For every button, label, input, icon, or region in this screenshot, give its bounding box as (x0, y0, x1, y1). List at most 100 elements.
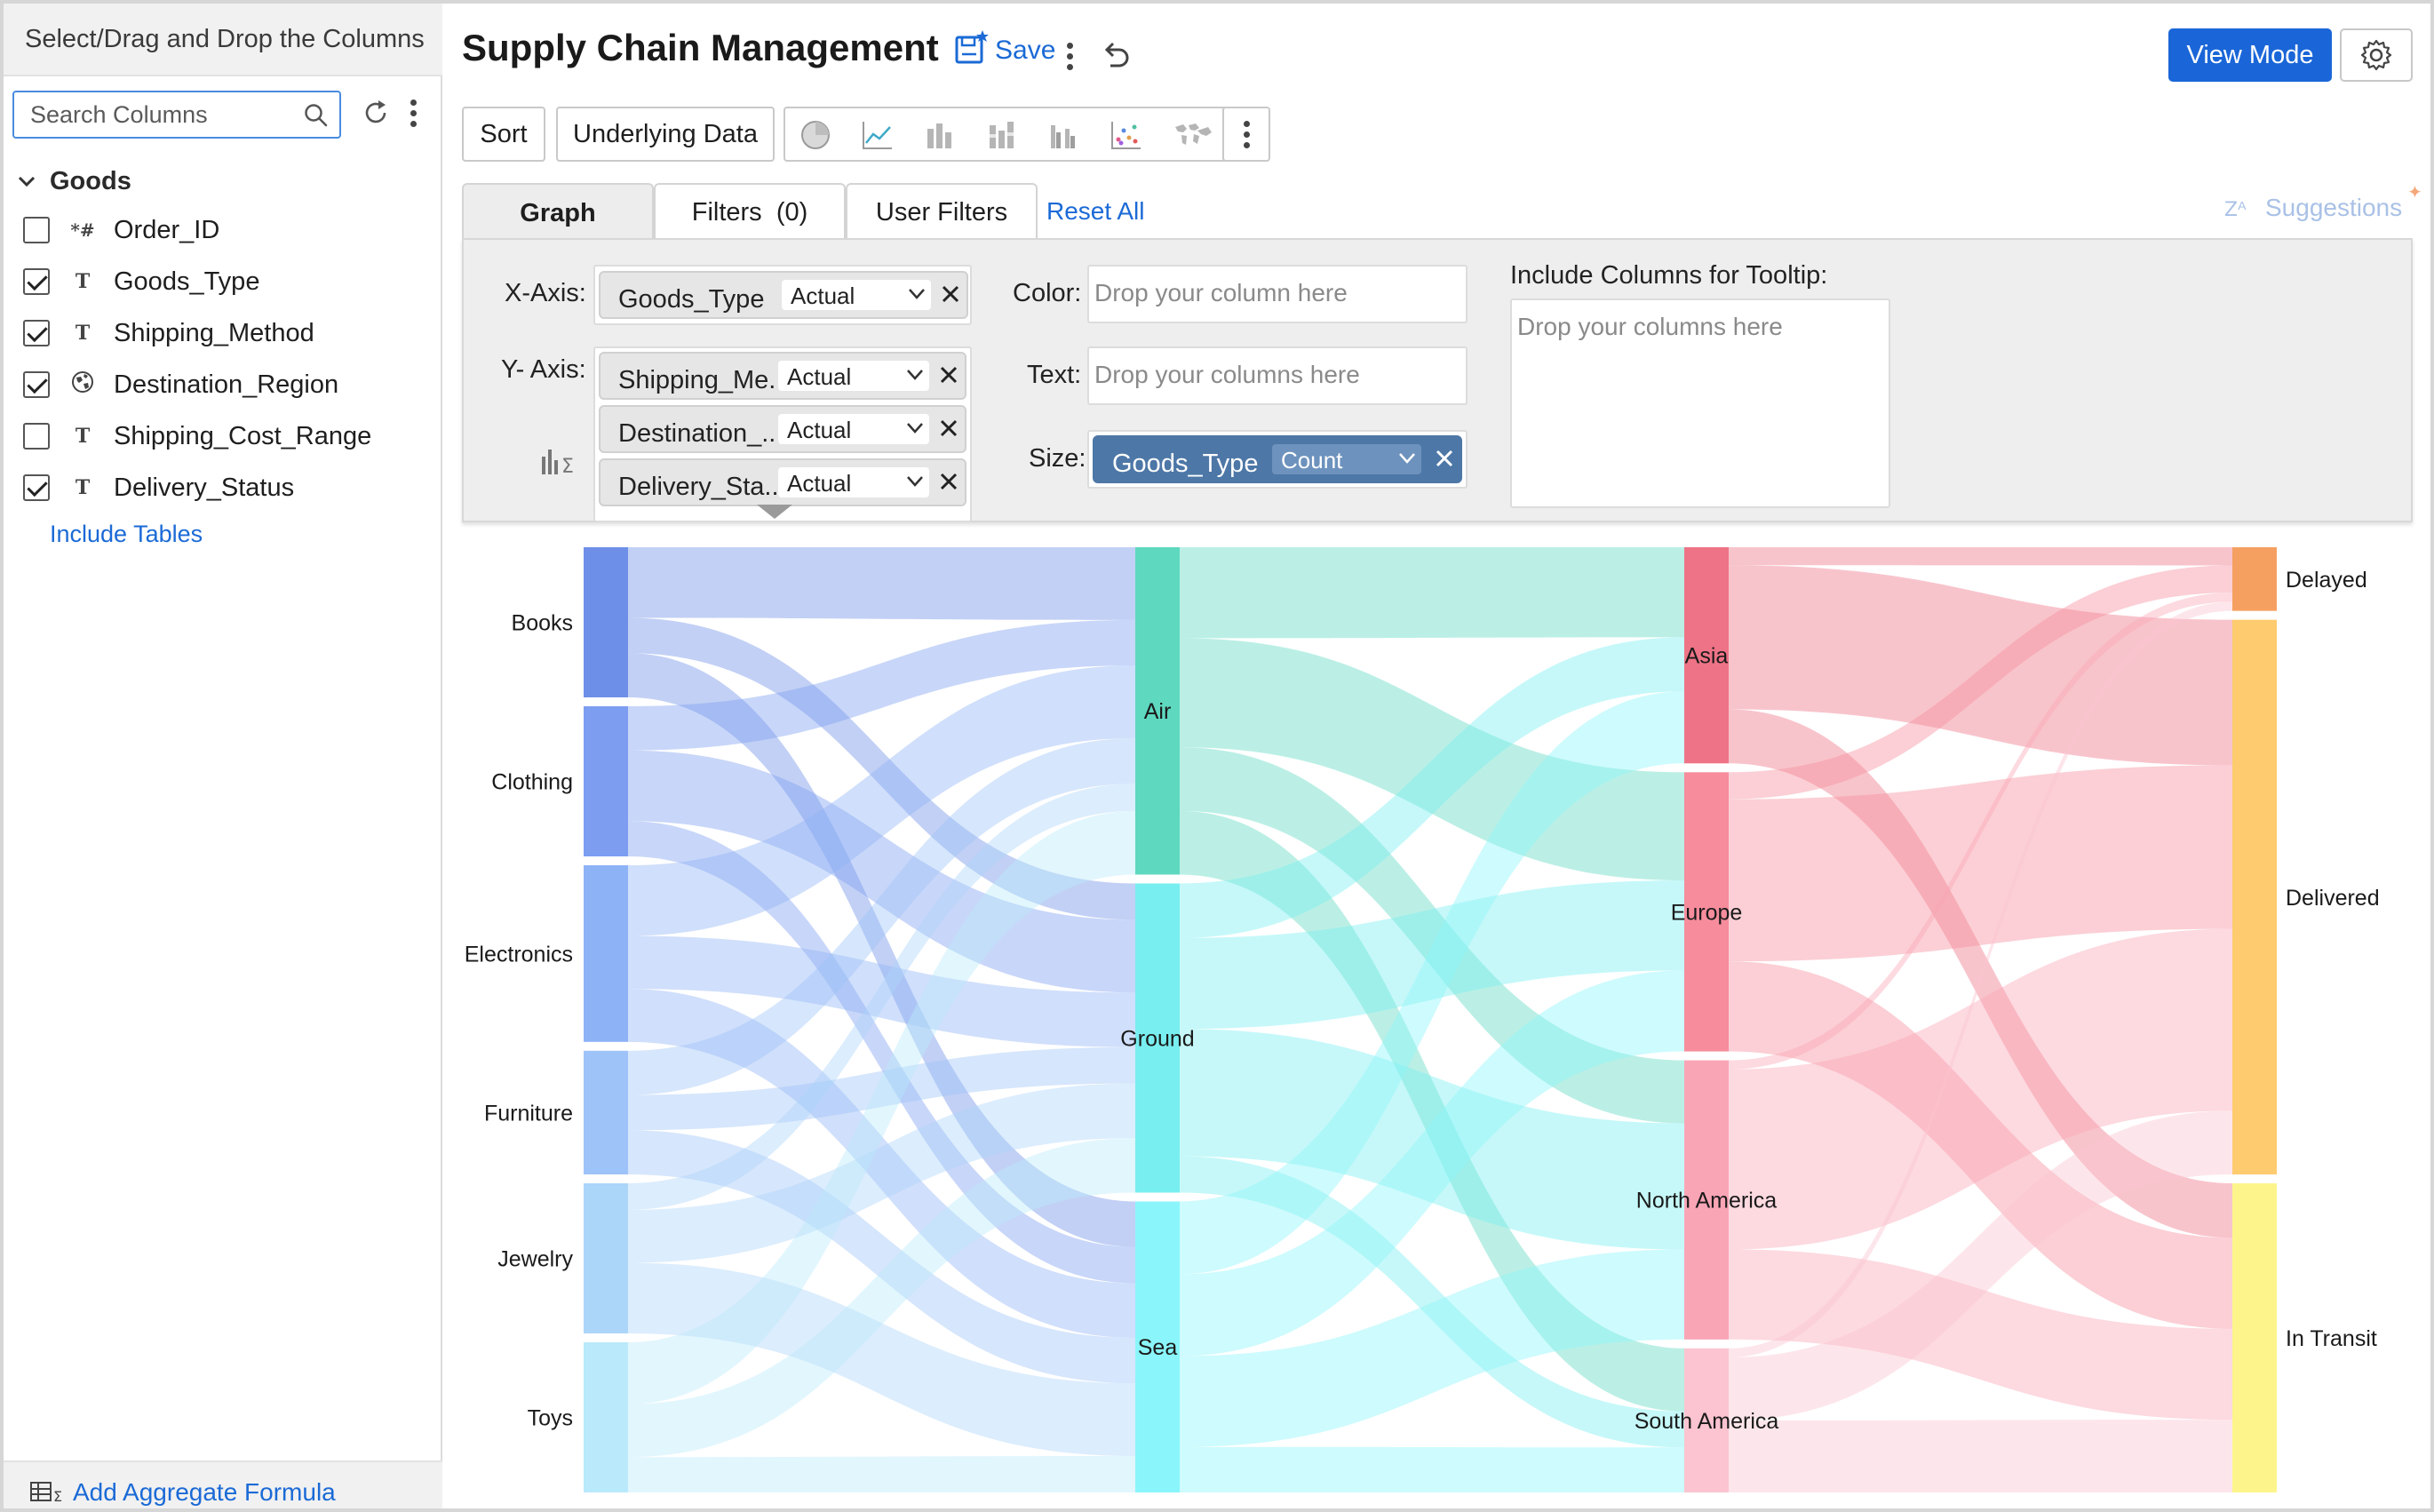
x-axis-pill[interactable]: Goods_Type Actual (599, 271, 968, 319)
y-axis-pill-2[interactable]: Destination_... Actual (599, 405, 966, 453)
column-checkbox[interactable] (23, 217, 50, 243)
column-checkbox[interactable] (23, 320, 50, 346)
sankey-link[interactable] (1180, 637, 1684, 938)
y-axis-expand-caret[interactable] (757, 505, 792, 519)
add-aggregate-formula-link[interactable]: Add Aggregate Formula (73, 1478, 336, 1506)
column-item[interactable]: T Shipping_Cost_Range (23, 414, 432, 458)
grouped-bar-icon[interactable] (1048, 120, 1080, 150)
reset-all-link[interactable]: Reset All (1046, 197, 1145, 225)
sankey-link[interactable] (1180, 547, 1684, 639)
sankey-link[interactable] (1180, 879, 1684, 1030)
sankey-link[interactable] (628, 784, 1135, 1210)
sankey-node[interactable] (584, 865, 628, 1042)
sankey-node[interactable] (1135, 883, 1180, 1193)
sankey-link[interactable] (1180, 970, 1684, 1357)
size-pill[interactable]: Goods_Type Count (1093, 435, 1462, 483)
stacked-bar-icon[interactable] (986, 120, 1018, 150)
sankey-link[interactable] (628, 750, 1135, 993)
x-axis-aggregation-dropdown[interactable]: Actual (782, 280, 931, 310)
sankey-link[interactable] (1729, 601, 2232, 1357)
close-icon[interactable] (940, 283, 961, 305)
column-item[interactable]: Destination_Region (23, 362, 432, 407)
sankey-node[interactable] (584, 547, 628, 697)
sankey-link[interactable] (628, 989, 1135, 1338)
map-chart-icon[interactable] (1173, 120, 1213, 150)
save-button[interactable]: Save (954, 30, 1055, 66)
sankey-node[interactable] (584, 1183, 628, 1333)
sankey-link[interactable] (1729, 565, 2232, 766)
sankey-node[interactable] (1684, 772, 1729, 1052)
sankey-link[interactable] (1729, 1110, 2232, 1420)
sankey-node[interactable] (584, 1342, 628, 1492)
sankey-link[interactable] (628, 810, 1135, 1405)
tooltip-drop-well[interactable]: Drop your columns here (1510, 298, 1890, 508)
settings-button[interactable] (2340, 28, 2413, 82)
sankey-link[interactable] (1729, 765, 2232, 962)
sankey-link[interactable] (1180, 1446, 1684, 1492)
y-axis-pill-1[interactable]: Shipping_Me... Actual (599, 352, 966, 400)
sankey-link[interactable] (1729, 1420, 2232, 1492)
column-item[interactable]: T Shipping_Method (23, 311, 432, 355)
sankey-link[interactable] (1729, 565, 2232, 800)
sankey-link[interactable] (628, 619, 1135, 751)
chart-more-button[interactable] (1222, 107, 1270, 162)
y-axis-aggregation-dropdown-1[interactable]: Actual (778, 361, 929, 391)
column-checkbox[interactable] (23, 268, 50, 295)
sankey-node[interactable] (1684, 1060, 1729, 1340)
y-axis-pill-3[interactable]: Delivery_Sta... Actual (599, 458, 966, 506)
line-chart-icon[interactable] (862, 120, 894, 150)
sankey-node[interactable] (2232, 547, 2277, 611)
y-axis-well[interactable]: Shipping_Me... Actual Destination_... Ac… (593, 346, 972, 522)
aggregate-formula-icon[interactable]: Σ (540, 446, 583, 476)
column-checkbox[interactable] (23, 371, 50, 398)
sankey-node[interactable] (1135, 1201, 1180, 1492)
pie-chart-icon[interactable] (799, 120, 831, 150)
table-group-goods[interactable]: Goods (16, 162, 131, 201)
column-checkbox[interactable] (23, 474, 50, 501)
sankey-link[interactable] (628, 935, 1135, 1047)
scatter-chart-icon[interactable] (1110, 120, 1142, 150)
sankey-node[interactable] (584, 1050, 628, 1174)
underlying-data-button[interactable]: Underlying Data (556, 107, 775, 162)
column-item[interactable]: T Delivery_Status (23, 466, 432, 510)
sankey-link[interactable] (628, 617, 1135, 920)
close-icon[interactable] (938, 418, 959, 439)
sankey-link[interactable] (628, 1262, 1135, 1457)
sankey-link[interactable] (1729, 961, 2232, 1329)
y-axis-aggregation-dropdown-2[interactable]: Actual (778, 414, 929, 444)
sankey-link[interactable] (628, 1083, 1135, 1263)
sankey-link[interactable] (628, 653, 1135, 1247)
sankey-node[interactable] (584, 706, 628, 856)
view-mode-button[interactable]: View Mode (2168, 28, 2332, 82)
sankey-node[interactable] (2232, 1183, 2277, 1492)
color-drop-well[interactable]: Drop your column here (1087, 265, 1468, 323)
sankey-link[interactable] (1729, 1249, 2232, 1420)
sankey-node[interactable] (2232, 619, 2277, 1174)
tab-user-filters[interactable]: User Filters (846, 183, 1038, 240)
text-drop-well[interactable]: Drop your columns here (1087, 346, 1468, 405)
sankey-link[interactable] (1180, 1029, 1684, 1250)
sankey-link[interactable] (1180, 747, 1684, 1124)
sankey-link[interactable] (1180, 810, 1684, 1412)
tab-filters[interactable]: Filters (0) (654, 183, 846, 240)
sankey-link[interactable] (628, 1456, 1135, 1492)
sankey-link[interactable] (1729, 709, 2232, 1238)
search-icon[interactable] (304, 103, 329, 128)
chevron-down-icon[interactable] (16, 171, 37, 192)
include-tables-link[interactable]: Include Tables (50, 521, 203, 547)
sankey-link[interactable] (1729, 928, 2232, 1250)
size-drop-well[interactable]: Goods_Type Count (1087, 430, 1468, 489)
refresh-icon[interactable] (361, 98, 391, 128)
sankey-link[interactable] (1180, 638, 1684, 880)
sankey-link[interactable] (1729, 547, 2232, 566)
sankey-link[interactable] (628, 547, 1135, 620)
search-columns-input[interactable] (28, 98, 295, 131)
suggestions-button[interactable]: Zᴬ Suggestions ✦ (2224, 183, 2422, 222)
sankey-link[interactable] (628, 1046, 1135, 1131)
column-item[interactable]: *# Order_ID (23, 208, 432, 252)
report-more-icon[interactable] (1065, 43, 1074, 70)
tab-graph[interactable]: Graph (462, 183, 654, 242)
sankey-node[interactable] (1684, 547, 1729, 764)
sankey-link[interactable] (628, 1130, 1135, 1384)
search-columns-field[interactable] (12, 91, 341, 139)
